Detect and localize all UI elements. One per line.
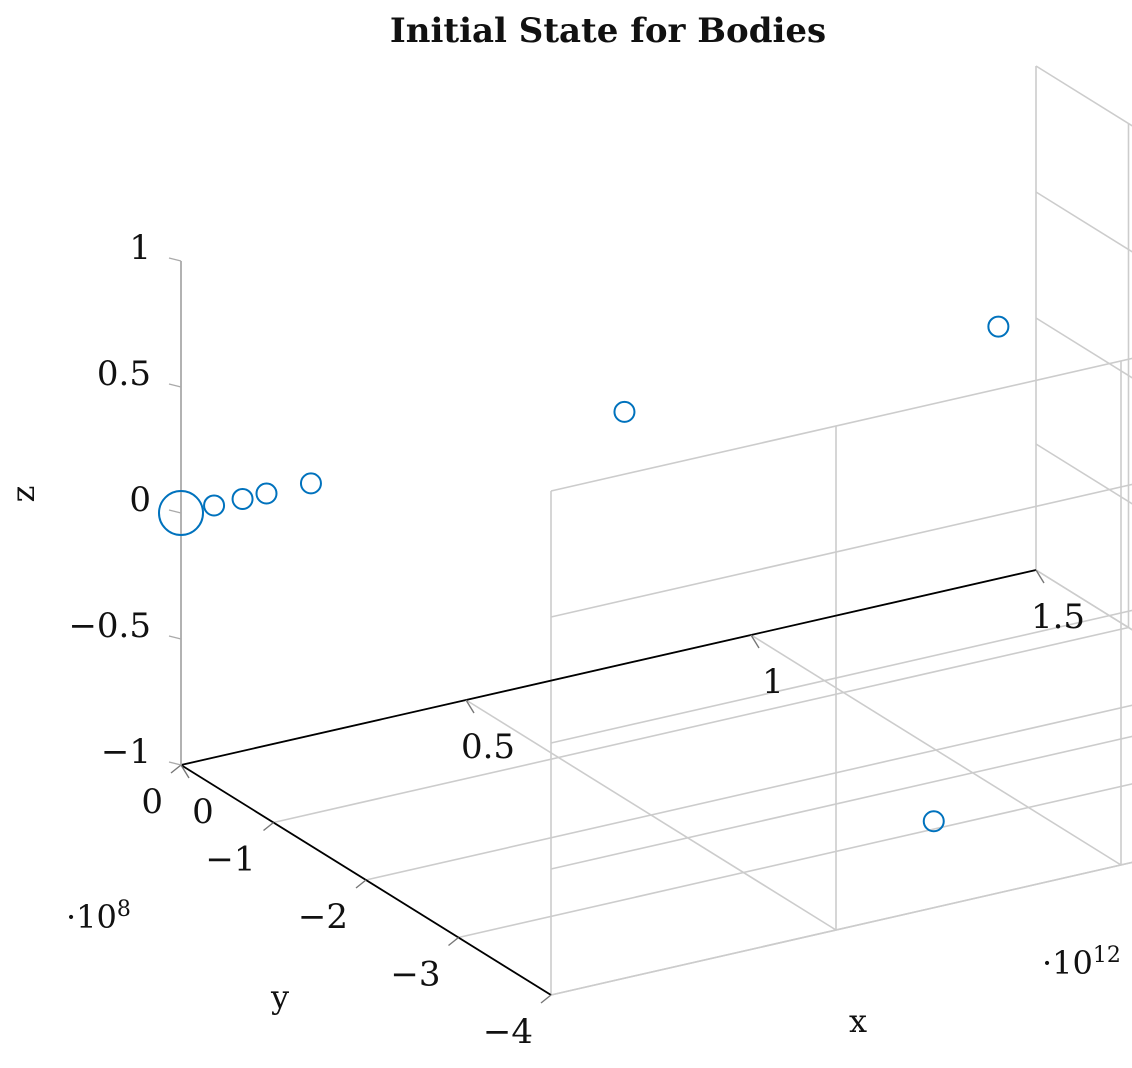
z-tick-mark <box>168 761 182 766</box>
x-tick-label: 0 <box>192 792 214 832</box>
z-tick-label: −0.5 <box>68 606 151 646</box>
x-axis-line <box>180 569 1037 766</box>
x-tick-label: 1.5 <box>1031 597 1085 637</box>
y-tick-label: −4 <box>483 1012 533 1052</box>
y-tick-mark <box>170 764 182 774</box>
data-point <box>299 472 322 495</box>
data-point <box>231 487 254 510</box>
axes <box>168 257 1045 1004</box>
grid-line-z-side <box>1035 191 1132 253</box>
y-tick-mark <box>540 994 552 1004</box>
chart-title: Initial State for Bodies <box>390 11 826 51</box>
y-tick-mark <box>355 879 367 889</box>
grid-lines <box>180 65 1132 996</box>
grid-line-z-back <box>550 735 1132 870</box>
x-axis-label: x <box>849 1002 867 1040</box>
z-tick-mark <box>168 257 182 262</box>
z-tick-mark <box>168 383 182 388</box>
y-tick-label: −2 <box>298 897 348 937</box>
z-tick-label: −1 <box>101 732 151 772</box>
x-tick-mark <box>1035 569 1045 584</box>
y-tick-mark <box>263 821 274 832</box>
tick-labels: 0 0.5 1 1.5 0 −1 −2 −3 −4 1 0.5 0 −0.5 −1 <box>68 228 1085 1052</box>
grid-line-z-side <box>1035 65 1132 127</box>
y-scale-multiplier: ·108 <box>66 897 131 936</box>
x-scale-multiplier: ·1012 <box>1042 943 1121 982</box>
y-tick-mark <box>448 936 459 947</box>
z-axis-label: z <box>4 486 42 503</box>
grid-line-z-back <box>550 483 1132 618</box>
z-tick-label: 0.5 <box>97 354 151 394</box>
x-tick-mark <box>750 634 760 649</box>
data-point <box>255 482 278 505</box>
z-tick-mark <box>168 635 182 640</box>
data-point <box>158 490 204 536</box>
data-point <box>987 315 1010 338</box>
x-tick-mark <box>465 699 475 714</box>
grid-line-z-side <box>1035 569 1132 631</box>
y-axis-label: y <box>270 978 289 1016</box>
y-tick-label: −3 <box>390 955 440 995</box>
grid-line-y-floor <box>458 783 1132 939</box>
data-point <box>203 494 226 517</box>
data-points <box>158 315 1010 833</box>
z-tick-mark <box>168 509 182 514</box>
x-tick-label: 0.5 <box>461 727 515 767</box>
z-tick-label: 1 <box>129 228 151 268</box>
grid-line-y-floor <box>365 704 1132 881</box>
grid-line-z-side <box>1035 317 1132 379</box>
data-point <box>613 400 636 423</box>
x-tick-label: 1 <box>762 662 784 702</box>
grid-line-z-back <box>550 861 1132 996</box>
z-tick-label: 0 <box>129 480 151 520</box>
x-tick-mark <box>180 764 190 779</box>
data-point <box>922 810 945 833</box>
grid-line-z-back <box>550 357 1132 492</box>
grid-line-y-floor <box>273 626 1129 824</box>
grid-line-z-side <box>1035 443 1132 505</box>
y-tick-label: 0 <box>141 782 163 822</box>
grid-line-z-back <box>550 609 1132 744</box>
y-tick-label: −1 <box>205 840 255 880</box>
